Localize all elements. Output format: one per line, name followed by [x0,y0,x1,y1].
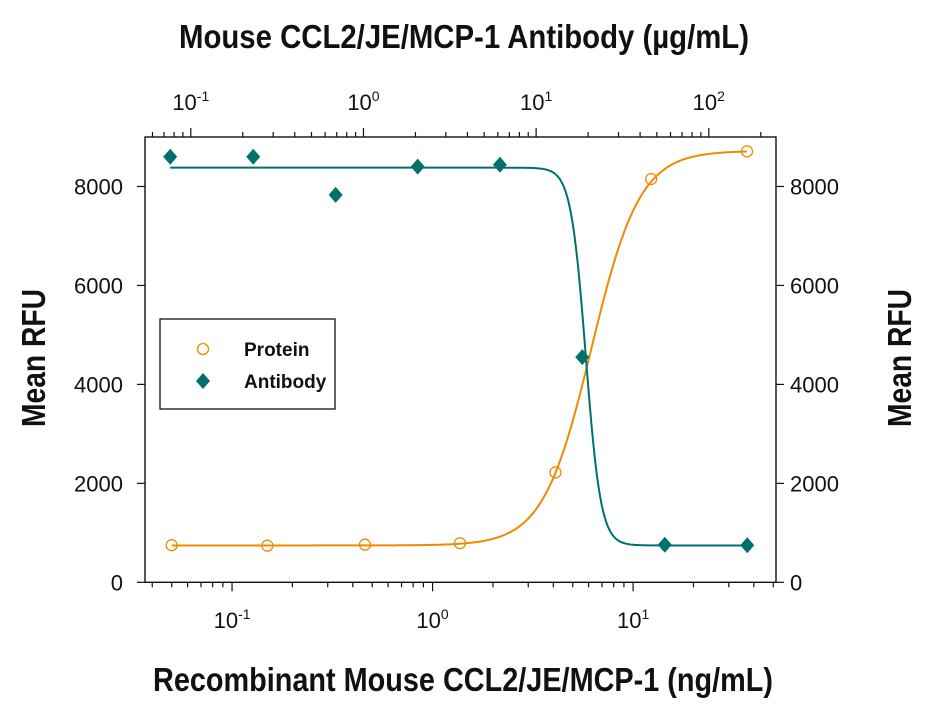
right-axis-title: Mean RFU [881,289,918,427]
fit-curves [170,150,748,547]
bottom-tick-label: 101 [617,606,649,633]
right-tick-label: 0 [790,570,802,595]
bottom-tick-label-part: 1 [641,606,649,622]
legend-antibody-marker [196,373,210,389]
bottom-tick-label-part: 10 [617,608,641,633]
antibody-point [657,536,672,553]
right-tick-label: 6000 [790,273,839,298]
top-tick-label-part: -1 [197,88,210,104]
antibody-point [163,148,178,165]
antibody-point [328,186,343,203]
plot-frame [144,136,777,583]
top-tick-label: 101 [520,88,552,115]
protein-point [358,538,372,551]
legend: Protein Antibody [159,318,336,410]
top-tick-label-part: 1 [544,88,552,104]
protein-point [261,539,274,552]
left-tick-label: 8000 [74,174,123,199]
bottom-tick-label-part: -1 [238,606,251,622]
right-tick-label: 4000 [790,372,839,397]
protein-point [740,145,754,158]
antibody-point [575,349,590,366]
legend-protein-label: Protein [244,340,309,361]
bottom-tick-label: 100 [416,606,448,633]
legend-antibody-label: Antibody [244,372,327,393]
legend-protein-marker [196,342,210,356]
bottom-tick-label-part: 10 [214,608,238,633]
protein-fit-curve [171,150,748,547]
top-tick-label-part: 10 [347,90,371,115]
top-axis-title: Mouse CCL2/JE/MCP-1 Antibody (µg/mL) [179,18,749,55]
top-tick-label: 100 [347,88,379,115]
legend-box [159,318,336,410]
top-tick-label-part: 10 [172,90,196,115]
antibody-fit-curve [170,166,748,547]
protein-point [165,539,178,552]
bottom-axis-title: Recombinant Mouse CCL2/JE/MCP-1 (ng/mL) [153,661,773,698]
protein-point [549,466,562,479]
top-tick-label-part: 10 [693,90,717,115]
antibody-point [740,537,755,554]
antibody-point [492,156,507,173]
top-tick-label: 10-1 [172,88,209,115]
data-points [163,145,755,554]
top-tick-label-part: 10 [520,90,544,115]
protein-point [453,537,467,550]
right-tick-label: 2000 [790,471,839,496]
protein-point [644,172,658,186]
top-tick-label: 102 [693,88,725,115]
top-tick-label-part: 2 [717,88,725,104]
right-tick-label: 8000 [790,174,839,199]
top-tick-label-part: 0 [372,88,380,104]
bottom-tick-label: 10-1 [214,606,251,633]
left-tick-label: 4000 [74,372,123,397]
bottom-tick-label-part: 0 [441,606,449,622]
bottom-tick-label-part: 10 [416,608,440,633]
left-tick-label: 6000 [74,273,123,298]
left-tick-label: 2000 [74,471,123,496]
left-axis-title: Mean RFU [15,289,52,427]
antibody-point [246,148,261,165]
left-tick-label: 0 [111,570,123,595]
antibody-point [410,158,425,175]
